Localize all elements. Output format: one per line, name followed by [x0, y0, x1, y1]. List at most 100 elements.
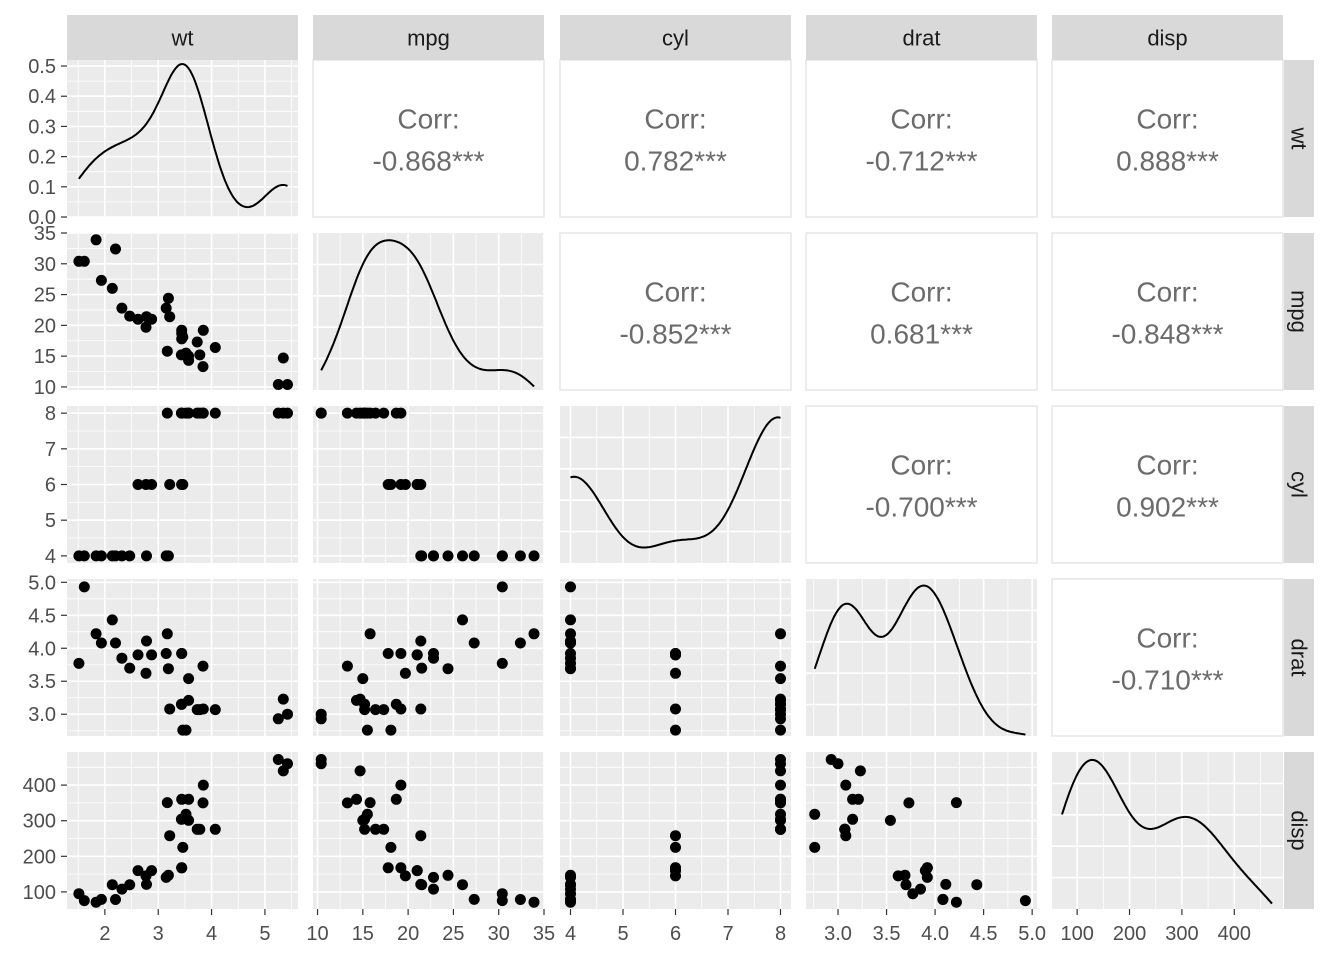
data-point — [457, 550, 468, 562]
data-point — [382, 479, 394, 490]
y-tick-label: 0.1 — [28, 177, 56, 199]
x-tick-label: 15 — [352, 923, 374, 945]
data-point — [197, 703, 209, 715]
data-point — [140, 870, 152, 882]
data-point — [357, 814, 369, 826]
data-point — [399, 667, 411, 679]
data-point — [175, 698, 187, 710]
corr-panel-border — [312, 59, 545, 218]
y-tick-label: 6 — [45, 475, 56, 497]
data-point — [341, 407, 353, 419]
corr-value: -0.712*** — [865, 146, 977, 177]
data-point — [496, 888, 508, 900]
data-point — [428, 883, 439, 895]
corr-panel-border — [1051, 232, 1284, 391]
corr-label: Corr: — [890, 104, 952, 135]
data-point — [315, 758, 327, 770]
y-tick-label: 400 — [23, 775, 56, 797]
data-point — [378, 407, 390, 419]
panel-cyl-cyl — [560, 406, 791, 563]
data-point — [176, 333, 188, 345]
data-point — [395, 779, 407, 791]
data-point — [183, 673, 195, 685]
data-point — [124, 662, 136, 674]
panel-mpg-disp: Corr: -0.848*** — [1051, 232, 1284, 391]
x-tick-label: 5 — [259, 923, 270, 945]
data-point — [176, 479, 188, 490]
data-point — [277, 765, 289, 777]
panel-background — [67, 233, 298, 390]
data-point — [496, 581, 508, 593]
data-point — [528, 896, 540, 908]
data-point — [378, 823, 390, 835]
data-point — [160, 871, 172, 883]
data-point — [162, 663, 174, 675]
data-point — [110, 243, 121, 255]
x-tick-label: 6 — [670, 923, 681, 945]
panel-background — [67, 752, 298, 909]
data-point — [415, 550, 427, 562]
x-tick-label: 7 — [722, 923, 733, 945]
data-point — [378, 704, 390, 716]
x-tick-label: 4.0 — [921, 923, 949, 945]
panel-drat-mpg — [313, 579, 545, 736]
strip-right-drat — [1284, 579, 1314, 736]
data-point — [141, 878, 152, 890]
data-point — [428, 648, 439, 659]
data-point — [670, 648, 681, 659]
data-point — [775, 823, 786, 835]
data-point — [272, 379, 284, 390]
strip-top-mpg — [313, 15, 544, 60]
data-point — [399, 870, 411, 882]
corr-value: 0.888*** — [1116, 146, 1219, 177]
panel-wt-cyl: Corr: 0.782*** — [559, 59, 792, 218]
data-point — [106, 879, 118, 891]
data-point — [191, 336, 203, 348]
data-point — [73, 888, 85, 900]
data-point — [775, 628, 786, 640]
data-point — [385, 841, 397, 853]
data-point — [132, 313, 144, 325]
panel-background — [806, 579, 1037, 736]
data-point — [90, 234, 102, 246]
data-point — [277, 352, 289, 364]
corr-label: Corr: — [644, 104, 706, 135]
data-point — [209, 342, 221, 353]
strip-label-mpg: mpg — [407, 26, 450, 51]
data-point — [809, 808, 821, 820]
data-point — [428, 550, 439, 562]
data-point — [197, 324, 209, 336]
data-point — [411, 649, 423, 661]
data-point — [176, 324, 188, 336]
data-point — [73, 657, 85, 669]
data-point — [565, 657, 576, 669]
data-point — [370, 704, 381, 716]
data-point — [950, 896, 962, 908]
data-point — [161, 628, 173, 640]
data-point — [416, 662, 428, 674]
panel-cyl-wt — [67, 406, 298, 563]
data-point — [395, 862, 407, 874]
corr-panel-border — [1051, 405, 1284, 564]
x-tick-label: 200 — [1113, 923, 1146, 945]
corr-value: 0.681*** — [870, 319, 973, 350]
panel-wt-drat: Corr: -0.712*** — [805, 59, 1038, 218]
data-point — [496, 657, 508, 669]
x-tick-label: 4 — [206, 923, 217, 945]
panel-wt-mpg: Corr: -0.868*** — [312, 59, 545, 218]
data-point — [194, 349, 206, 361]
y-tick-label: 0.0 — [28, 207, 56, 229]
data-point — [854, 765, 866, 777]
corr-value: -0.868*** — [372, 146, 484, 177]
data-point — [670, 667, 681, 679]
panel-disp-disp — [1052, 752, 1283, 909]
strip-right-wt — [1284, 60, 1314, 217]
data-point — [73, 550, 85, 562]
y-tick-label: 4.0 — [28, 638, 56, 660]
x-tick-label: 8 — [775, 923, 786, 945]
data-point — [670, 862, 681, 874]
data-point — [146, 649, 158, 661]
x-tick-label: 2 — [99, 923, 110, 945]
data-point — [110, 894, 121, 905]
strip-label-drat: drat — [903, 26, 941, 51]
